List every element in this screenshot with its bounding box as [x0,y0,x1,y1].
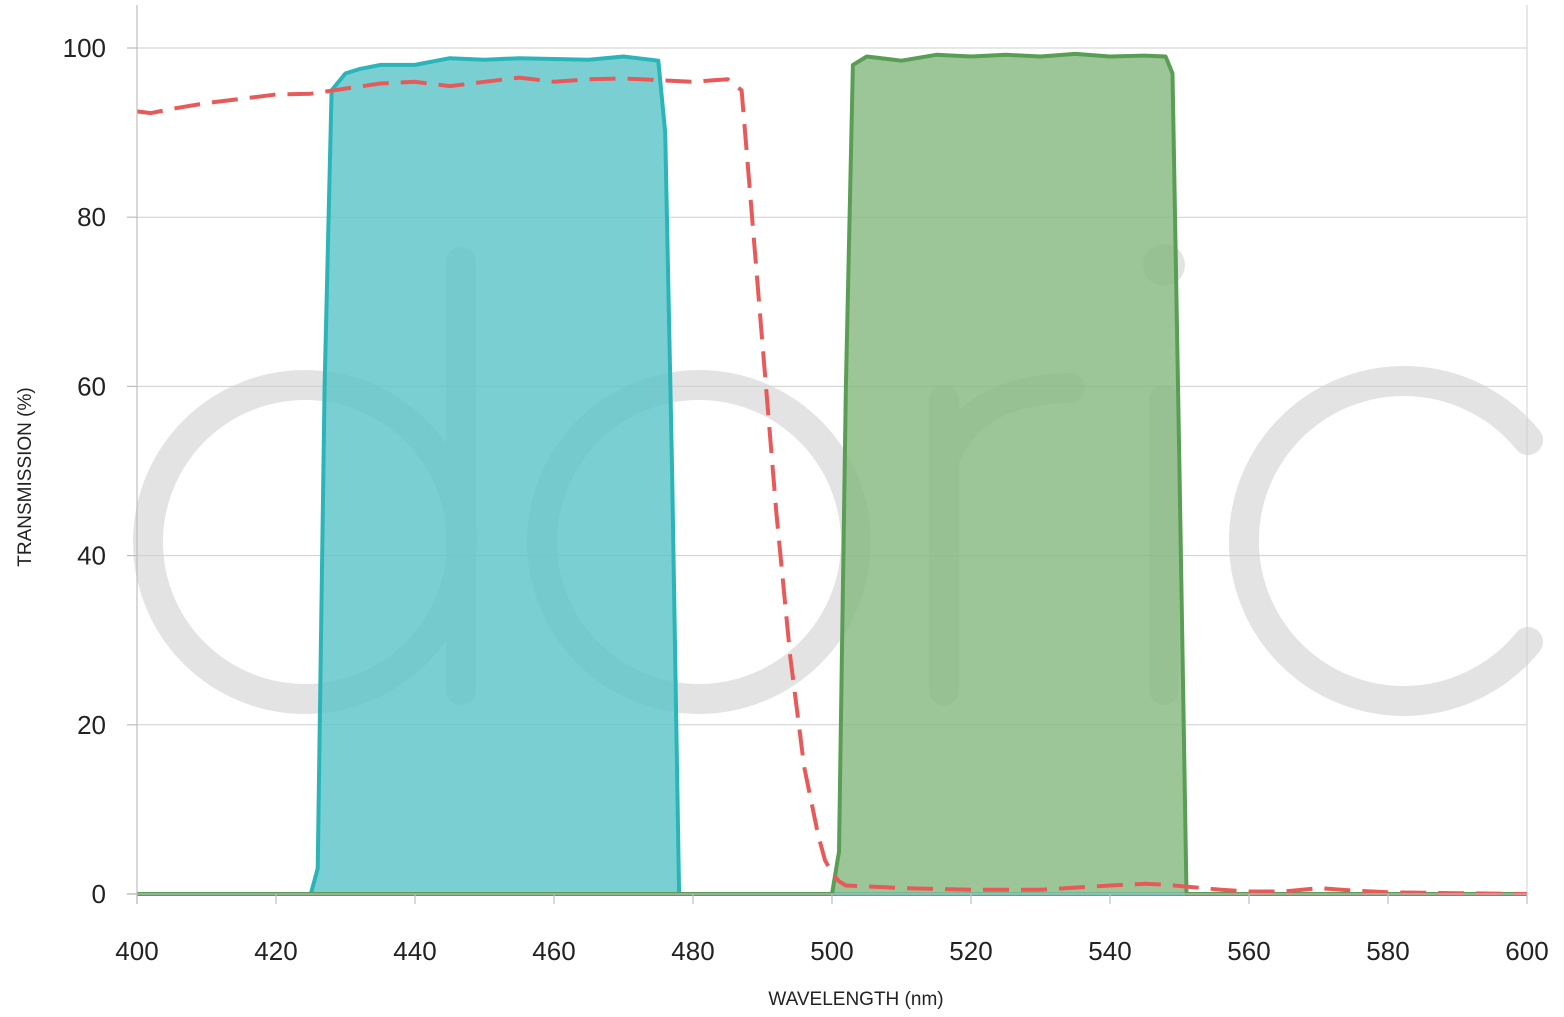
series-0-line [137,54,1527,896]
x-tick-label-580: 580 [1366,936,1409,966]
series-1-line [137,51,1527,896]
x-tick-label-540: 540 [1088,936,1131,966]
x-tick-label-460: 460 [532,936,575,966]
series-0-area [137,56,1527,894]
x-tick-label-400: 400 [115,936,158,966]
y-tick-label-0: 0 [92,879,106,909]
y-tick-label-20: 20 [77,710,106,740]
x-axis-title: WAVELENGTH (nm) [768,989,943,1010]
y-axis-title: TRANSMISSION (%) [15,387,36,566]
tick-labels: 400 420 440 460 480 500 520 540 560 580 600 0 20 40 60… [63,33,1549,966]
axes [127,5,1528,904]
y-tick-label-100: 100 [63,33,106,63]
watermark-c [1228,366,1543,716]
x-tick-label-520: 520 [949,936,992,966]
y-tick-label-40: 40 [77,541,106,571]
series-2-line [136,75,1528,896]
x-tick-label-500: 500 [810,936,853,966]
series-1-area [137,53,1527,894]
x-tick-label-600: 600 [1505,936,1548,966]
x-tick-label-480: 480 [671,936,714,966]
x-tick-label-420: 420 [254,936,297,966]
y-tick-label-60: 60 [77,371,106,401]
x-tick-label-560: 560 [1227,936,1270,966]
series-layer [136,51,1528,896]
y-tick-label-80: 80 [77,202,106,232]
x-tick-label-440: 440 [393,936,436,966]
